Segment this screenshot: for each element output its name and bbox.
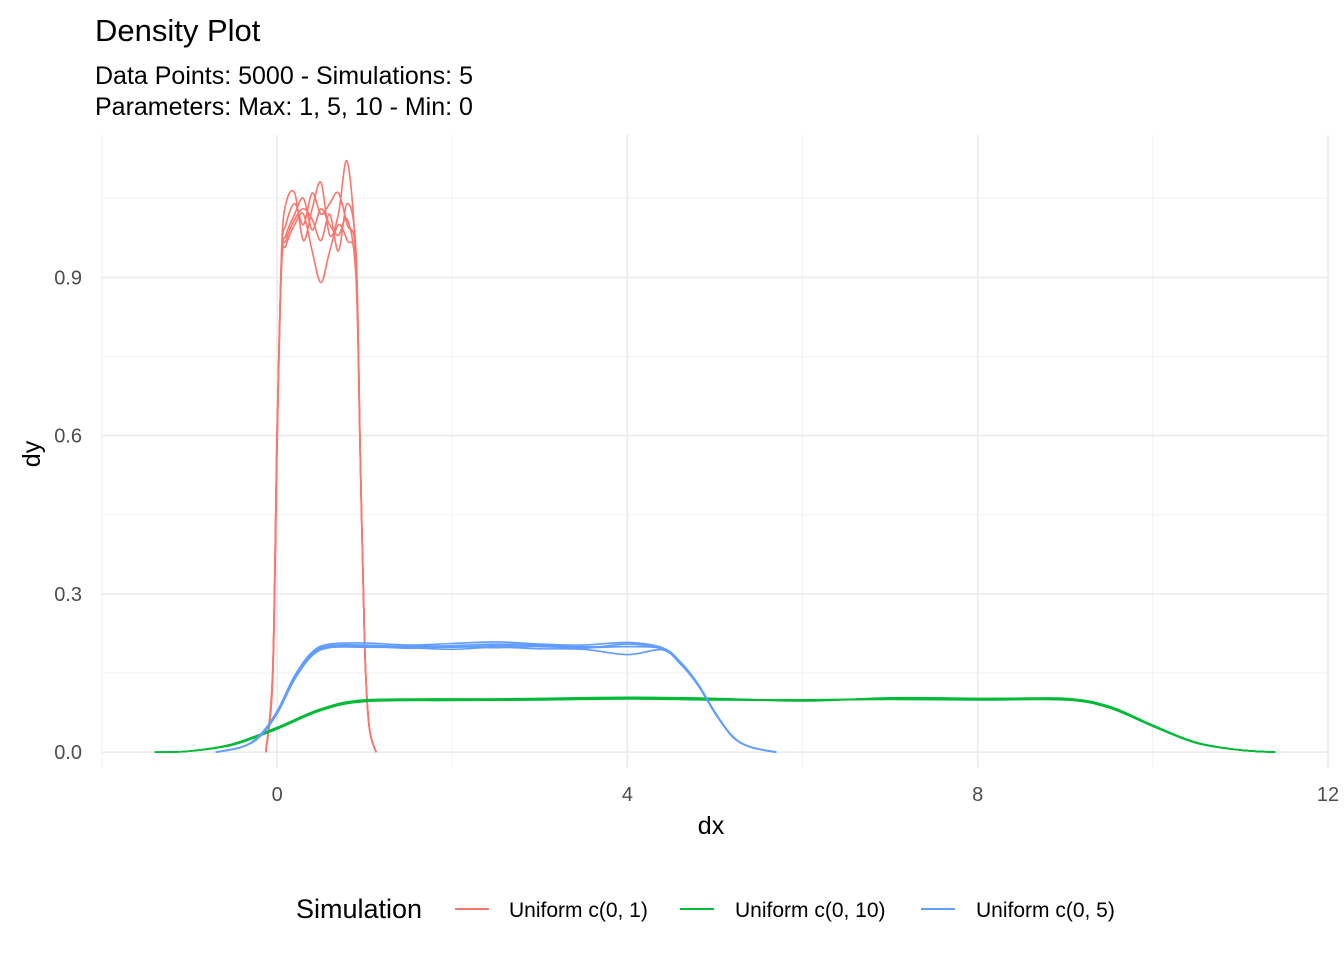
grid-major bbox=[102, 135, 1329, 768]
y-tick-label: 0.6 bbox=[54, 426, 82, 448]
y-tick-label: 0.3 bbox=[54, 584, 82, 606]
x-tick-label: 4 bbox=[622, 784, 633, 806]
legend: Simulation Uniform c(0, 1) Uniform c(0, 1… bbox=[296, 894, 1115, 924]
series-1-run-5-line bbox=[264, 202, 377, 753]
grid-minor bbox=[101, 135, 1328, 768]
series-layer bbox=[154, 159, 1276, 753]
chart-title: Density Plot bbox=[95, 13, 261, 48]
y-axis-title: dy bbox=[18, 440, 46, 467]
legend-label-2: Uniform c(0, 10) bbox=[735, 899, 886, 922]
series-1-run-1-line bbox=[264, 197, 377, 753]
y-tick-label: 0.9 bbox=[54, 267, 82, 289]
chart-subtitle-line-2: Parameters: Max: 1, 5, 10 - Min: 0 bbox=[95, 93, 473, 121]
series-3 bbox=[215, 641, 777, 753]
series-3-run-5-line bbox=[215, 643, 777, 753]
series-1 bbox=[264, 159, 377, 753]
legend-label-1: Uniform c(0, 1) bbox=[509, 899, 648, 922]
legend-label-3: Uniform c(0, 5) bbox=[976, 899, 1115, 922]
series-1-run-4-line bbox=[264, 191, 377, 753]
series-2 bbox=[154, 696, 1276, 753]
y-tick-label: 0.0 bbox=[54, 742, 82, 764]
series-3-run-2-line bbox=[215, 641, 777, 753]
chart-subtitle-line-1: Data Points: 5000 - Simulations: 5 bbox=[95, 62, 473, 90]
x-tick-label: 0 bbox=[272, 784, 283, 806]
y-tick-labels: 0.0 0.3 0.6 0.9 bbox=[54, 267, 82, 764]
x-tick-label: 8 bbox=[972, 784, 983, 806]
legend-title: Simulation bbox=[296, 894, 422, 924]
x-tick-label: 12 bbox=[1317, 784, 1339, 806]
x-tick-labels: 0 4 8 12 bbox=[272, 784, 1340, 806]
series-2-run-5-line bbox=[154, 697, 1276, 753]
series-1-run-3-line bbox=[264, 212, 377, 753]
x-axis-title: dx bbox=[698, 812, 725, 840]
